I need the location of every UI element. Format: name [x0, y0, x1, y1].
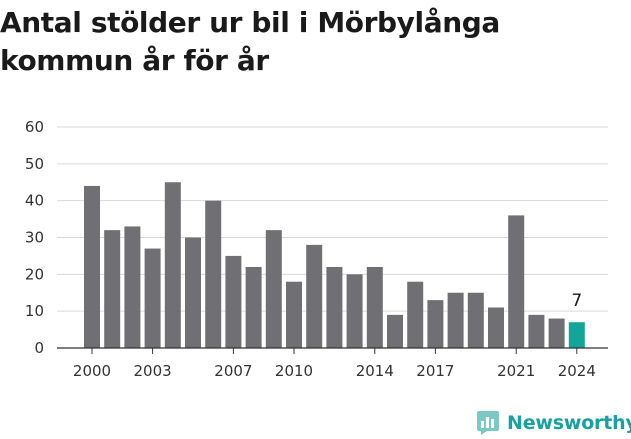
bar-2023: [548, 318, 565, 348]
y-tick-label-40: 40: [25, 192, 44, 210]
bar-2024: [568, 322, 585, 348]
bar-2016: [407, 281, 424, 348]
bar-2012: [326, 266, 343, 348]
bar-2005: [185, 237, 201, 348]
newsworthy-logo: Newsworthy: [476, 408, 631, 438]
bar-2009: [265, 230, 282, 348]
bar-2022: [528, 314, 545, 348]
bar-2018: [447, 292, 464, 348]
x-tick-label-2007: 2007: [214, 362, 252, 380]
y-tick-label-10: 10: [25, 302, 44, 320]
bar-2011: [306, 244, 323, 348]
x-tick-label-2003: 2003: [134, 362, 172, 380]
bar-2021: [508, 215, 525, 348]
chart-title: Antal stölder ur bil i Mörbylånga kommun…: [0, 6, 500, 77]
bar-2006: [205, 200, 222, 348]
newsworthy-logo-text: Newsworthy: [507, 412, 631, 434]
x-axis: [57, 347, 608, 354]
x-tick-label-2017: 2017: [416, 362, 454, 380]
y-axis-tick-labels: 0 10 20 30 40 50 60: [25, 118, 44, 357]
bar-2017: [427, 300, 444, 348]
x-axis-tick-labels: 2000 2003 2007 2010 2014 2017 2021 2024: [73, 362, 596, 380]
bar-2015: [387, 314, 403, 348]
y-tick-label-60: 60: [25, 118, 44, 136]
bar-2019: [467, 292, 484, 348]
bar-2000: [84, 185, 100, 348]
bar-2002: [124, 226, 141, 348]
y-tick-label-50: 50: [25, 155, 44, 173]
y-tick-label-20: 20: [25, 265, 44, 283]
bars: [84, 182, 585, 348]
bar-2020: [488, 307, 504, 348]
newsworthy-logo-icon: [477, 411, 499, 435]
bar-2010: [286, 281, 302, 348]
x-tick-label-2021: 2021: [497, 362, 535, 380]
bar-2014: [366, 266, 383, 348]
x-tick-label-2024: 2024: [558, 362, 596, 380]
bar-2013: [346, 274, 363, 348]
x-tick-label-2010: 2010: [275, 362, 313, 380]
bar-2008: [245, 266, 262, 348]
x-tick-label-2014: 2014: [356, 362, 394, 380]
bar-2007: [225, 255, 242, 348]
x-tick-label-2000: 2000: [73, 362, 111, 380]
y-tick-label-30: 30: [25, 229, 44, 247]
bar-2003: [144, 248, 161, 348]
bar-2004: [164, 182, 181, 348]
y-tick-label-0: 0: [34, 339, 44, 357]
bar-2001: [104, 230, 121, 348]
highlight-value-label: 7: [571, 291, 582, 311]
